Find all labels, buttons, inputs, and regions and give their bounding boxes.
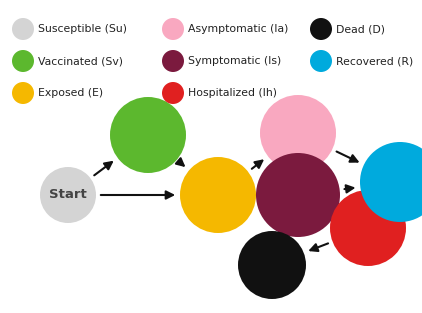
Text: Dead (D): Dead (D)	[336, 24, 385, 34]
Text: Asymptomatic (Ia): Asymptomatic (Ia)	[188, 24, 288, 34]
Text: Start: Start	[49, 188, 87, 202]
Circle shape	[12, 50, 34, 72]
Circle shape	[162, 18, 184, 40]
Circle shape	[12, 82, 34, 104]
Text: Recovered (R): Recovered (R)	[336, 56, 413, 66]
Circle shape	[330, 190, 406, 266]
Text: Susceptible (Su): Susceptible (Su)	[38, 24, 127, 34]
Circle shape	[162, 50, 184, 72]
Circle shape	[360, 142, 422, 222]
Circle shape	[256, 153, 340, 237]
Circle shape	[238, 231, 306, 299]
Circle shape	[180, 157, 256, 233]
Circle shape	[12, 18, 34, 40]
Circle shape	[310, 50, 332, 72]
Circle shape	[162, 82, 184, 104]
Circle shape	[110, 97, 186, 173]
Circle shape	[40, 167, 96, 223]
Text: Hospitalized (Ih): Hospitalized (Ih)	[188, 88, 277, 98]
Text: Vaccinated (Sv): Vaccinated (Sv)	[38, 56, 123, 66]
Text: Exposed (E): Exposed (E)	[38, 88, 103, 98]
Circle shape	[310, 18, 332, 40]
Text: Symptomatic (Is): Symptomatic (Is)	[188, 56, 281, 66]
Circle shape	[260, 95, 336, 171]
